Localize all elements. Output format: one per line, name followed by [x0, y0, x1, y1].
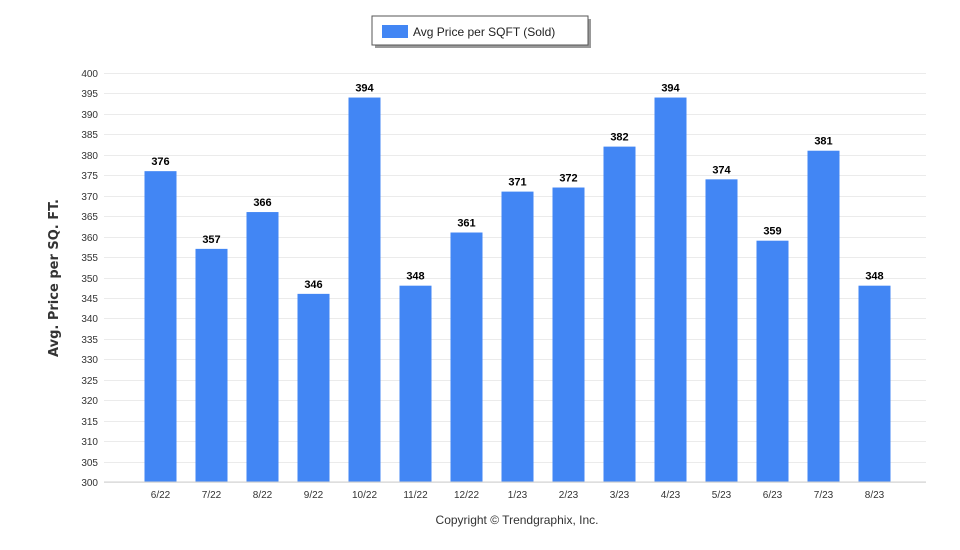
x-axis-ticks: 6/22 7/22 8/22 9/22 10/22 11/22 12/22 1/23 2/23 3…	[151, 490, 885, 501]
x-tick-label: 7/23	[814, 490, 834, 501]
x-tick-label: 2/23	[559, 490, 579, 501]
x-tick-label: 6/23	[763, 490, 783, 501]
bar-11-22	[399, 285, 432, 482]
y-tick-label: 400	[81, 69, 98, 80]
x-tick-label: 10/22	[352, 490, 377, 501]
y-tick-label: 335	[81, 335, 98, 346]
bar-9-22	[297, 293, 330, 482]
y-tick-label: 330	[81, 355, 98, 366]
x-tick-label: 9/22	[304, 490, 324, 501]
x-tick-label: 11/22	[403, 490, 428, 501]
bar-5-23	[705, 179, 738, 482]
y-tick-label: 390	[81, 110, 98, 121]
y-tick-label: 355	[81, 253, 98, 264]
x-tick-label: 8/23	[865, 490, 885, 501]
bars	[144, 97, 891, 483]
y-tick-label: 340	[81, 314, 98, 325]
y-tick-label: 305	[81, 458, 98, 469]
bar-6-22	[144, 171, 177, 482]
x-tick-label: 7/22	[202, 490, 222, 501]
y-tick-label: 360	[81, 233, 98, 244]
data-label: 376	[151, 156, 169, 168]
data-label: 361	[457, 218, 475, 230]
y-tick-label: 320	[81, 396, 98, 407]
data-label: 382	[610, 132, 628, 144]
legend-swatch	[382, 25, 408, 38]
legend: Avg Price per SQFT (Sold)	[371, 15, 591, 48]
y-tick-label: 385	[81, 130, 98, 141]
y-tick-label: 350	[81, 274, 98, 285]
x-tick-label: 6/22	[151, 490, 171, 501]
y-tick-label: 325	[81, 376, 98, 387]
bar-12-22	[450, 232, 483, 482]
y-tick-label: 310	[81, 437, 98, 448]
legend-label: Avg Price per SQFT (Sold)	[413, 25, 555, 39]
y-axis-label: Avg. Price per SQ. FT.	[47, 199, 62, 357]
data-label: 357	[202, 234, 220, 246]
bar-1-23	[501, 191, 534, 483]
y-tick-label: 315	[81, 417, 98, 428]
bar-6-23	[756, 240, 789, 482]
data-label: 394	[355, 83, 374, 95]
data-label: 346	[304, 279, 322, 291]
data-label: 359	[763, 226, 781, 238]
x-tick-label: 12/22	[454, 490, 479, 501]
copyright-text: Copyright © Trendgraphix, Inc.	[436, 513, 599, 527]
data-label: 394	[661, 83, 680, 95]
y-tick-label: 365	[81, 212, 98, 223]
data-labels: 376 357 366 346 394 348 361 371 372 382 394 374 359 3…	[151, 83, 883, 291]
bar-2-23	[552, 187, 585, 482]
x-tick-label: 5/23	[712, 490, 732, 501]
data-label: 372	[559, 173, 577, 185]
data-label: 374	[712, 164, 731, 176]
data-label: 366	[253, 197, 271, 209]
x-tick-label: 3/23	[610, 490, 630, 501]
bar-10-22	[348, 97, 381, 482]
x-tick-label: 8/22	[253, 490, 273, 501]
bar-3-23	[603, 146, 636, 482]
y-axis-ticks: 300 305 310 315 320 325 330 335 340 345 350 355 360 3…	[81, 69, 98, 489]
data-label: 348	[406, 271, 424, 283]
y-tick-label: 375	[81, 171, 98, 182]
data-label: 381	[814, 136, 832, 148]
bar-8-23	[858, 285, 891, 482]
data-label: 348	[865, 271, 883, 283]
bar-4-23	[654, 97, 687, 482]
x-tick-label: 1/23	[508, 490, 528, 501]
y-tick-label: 370	[81, 192, 98, 203]
y-tick-label: 345	[81, 294, 98, 305]
bar-7-22	[195, 248, 228, 482]
y-tick-label: 395	[81, 89, 98, 100]
x-tick-label: 4/23	[661, 490, 681, 501]
bar-7-23	[807, 150, 840, 482]
y-tick-label: 380	[81, 151, 98, 162]
y-tick-label: 300	[81, 478, 98, 489]
bar-8-22	[246, 212, 279, 482]
data-label: 371	[508, 177, 526, 189]
